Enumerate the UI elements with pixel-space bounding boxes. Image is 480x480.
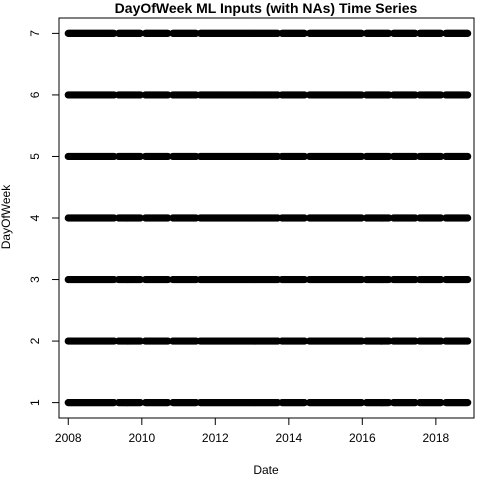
data-point: [464, 152, 472, 161]
data-point: [464, 29, 472, 37]
series-row-7: [64, 29, 472, 37]
series-row-2: [64, 337, 472, 345]
data-point: [437, 275, 445, 284]
points-layer: [64, 29, 472, 407]
series-row-4: [64, 214, 472, 222]
data-point: [300, 275, 309, 284]
x-axis-label: Date: [253, 463, 279, 477]
data-point: [464, 91, 472, 99]
x-tick-label: 2012: [202, 431, 229, 445]
x-axis: 2008 2010 2012 2014 2016 2018: [55, 417, 450, 445]
y-tick-label: 3: [28, 276, 42, 283]
data-point: [164, 214, 172, 222]
data-point: [300, 91, 309, 99]
data-point: [164, 337, 172, 345]
series-row-5: [64, 152, 472, 161]
y-tick-label: 4: [28, 214, 42, 221]
series-row-6: [64, 91, 472, 99]
x-tick-label: 2010: [128, 431, 155, 445]
data-point: [136, 29, 145, 37]
data-point: [300, 337, 309, 345]
data-point: [136, 275, 145, 284]
y-tick-label: 2: [28, 337, 42, 344]
data-point: [437, 152, 445, 161]
data-point: [136, 337, 145, 345]
data-point: [136, 399, 145, 407]
y-axis-label: DayOfWeek: [0, 184, 13, 249]
data-point: [464, 214, 472, 222]
data-point: [164, 275, 172, 284]
data-point: [164, 152, 172, 161]
data-point: [437, 337, 445, 345]
data-point: [136, 152, 145, 161]
x-tick-label: 2018: [423, 431, 450, 445]
series-row-3: [64, 275, 472, 284]
data-point: [464, 275, 472, 284]
data-point: [437, 91, 445, 99]
data-point: [164, 29, 172, 37]
x-tick-label: 2016: [349, 431, 376, 445]
y-tick-label: 6: [28, 91, 42, 98]
chart-title: DayOfWeek ML Inputs (with NAs) Time Seri…: [115, 0, 418, 16]
data-point: [464, 399, 472, 407]
y-tick-label: 1: [28, 399, 42, 406]
x-tick-label: 2014: [275, 431, 302, 445]
data-point: [136, 214, 145, 222]
data-point: [164, 91, 172, 99]
y-axis: 1 2 3 4 5 6 7: [28, 30, 60, 406]
data-point: [164, 399, 172, 407]
x-tick-label: 2008: [55, 431, 82, 445]
data-point: [437, 214, 445, 222]
data-point: [464, 337, 472, 345]
data-point: [300, 399, 309, 407]
data-point: [300, 152, 309, 161]
y-tick-label: 7: [28, 30, 42, 37]
data-point: [300, 29, 309, 37]
data-point: [437, 399, 445, 407]
data-point: [437, 29, 445, 37]
y-tick-label: 5: [28, 153, 42, 160]
data-point: [136, 91, 145, 99]
data-point: [300, 214, 309, 222]
series-row-1: [64, 399, 472, 407]
